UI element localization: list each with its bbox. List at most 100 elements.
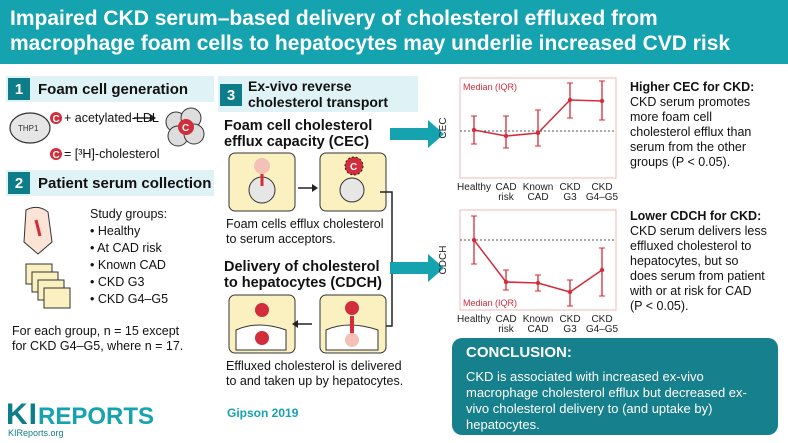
x-tick-label: Healthy (457, 182, 491, 193)
cec-arrow-icon (390, 120, 444, 148)
median-point (535, 280, 541, 286)
thp1-label: THP1 (18, 124, 39, 133)
x-tick-label: Known (523, 314, 554, 325)
finding-line: cholesterol efflux than (630, 125, 752, 139)
group-item: Healthy (90, 223, 168, 240)
median-iqr-label: Median (IQR) (463, 82, 517, 92)
citation: Gipson 2019 (227, 406, 299, 420)
x-tick-label: risk (498, 192, 515, 203)
median-point (471, 237, 477, 243)
section-1-header: 1 Foam cell generation (6, 76, 214, 102)
cdch-title-line-1: Delivery of cholesterol (224, 259, 380, 275)
cdch-desc-line-2: to and taken up by hepatocytes. (226, 374, 404, 388)
cdch-desc-line-1: Effluxed cholesterol is delivered (226, 359, 402, 373)
ki-reports-logo: KIREPORTS KIReports.org (6, 398, 154, 438)
group-item: CKD G3 (90, 274, 168, 291)
higher-cec-finding: Higher CEC for CKD: CKD serum promotes m… (630, 80, 786, 170)
median-point (503, 279, 509, 285)
finding-line: with or at risk for CAD (630, 284, 752, 298)
n-note-line-1: For each group, n = 15 except (12, 324, 180, 338)
x-tick-label: G4–G5 (586, 324, 619, 335)
section-2-number: 2 (8, 172, 30, 194)
median-point (471, 127, 477, 133)
study-groups-heading: Study groups: (90, 207, 168, 221)
cec-title-line-1: Foam cell cholesterol (224, 118, 373, 134)
y-axis-label: CEC (438, 117, 449, 138)
svg-text:C: C (53, 150, 60, 161)
median-point (599, 98, 605, 104)
group-item: CKD G4–G5 (90, 291, 168, 308)
x-tick-label: CAD (495, 182, 516, 193)
cholesterol-legend-icon (50, 148, 62, 160)
conclusion-body: CKD is associated with increased ex-vivo… (466, 369, 747, 432)
median-point (535, 130, 541, 136)
group-item: At CAD risk (90, 240, 168, 257)
x-tick-label: CAD (527, 192, 548, 203)
cholesterol-legend-label: = [³H]-cholesterol (64, 147, 160, 161)
page-title: Impaired CKD serum–based delivery of cho… (10, 7, 731, 55)
finding-line: more foam cell (630, 110, 712, 124)
finding-line: CKD serum delivers less (630, 224, 767, 238)
svg-text:C: C (182, 123, 189, 134)
x-tick-label: CKD (559, 182, 580, 193)
conclusion-title: CONCLUSION: (466, 344, 572, 361)
x-tick-label: CAD (527, 324, 548, 335)
x-tick-label: CKD (591, 314, 612, 325)
plot-frame (459, 209, 617, 311)
serum-collection-illustration (23, 206, 71, 309)
section-1-title: Foam cell generation (38, 80, 189, 98)
logo-reports: REPORTS (38, 403, 155, 430)
x-tick-label: Healthy (457, 314, 491, 325)
cdch-illustration (228, 294, 387, 354)
serum-tubes-icon (25, 263, 71, 309)
finding-line: effluxed cholesterol to (630, 239, 752, 253)
median-point (567, 97, 573, 103)
lower-cdch-title: Lower CDCH for CKD: (630, 209, 762, 223)
study-groups-list: Healthy At CAD risk Known CAD CKD G3 CKD… (90, 223, 168, 308)
acetylated-ldl-label: + acetylated-LDL (64, 111, 159, 125)
section-3-number: 3 (220, 84, 242, 106)
foam-cell-icon: C (165, 107, 205, 147)
cec-title: Foam cell cholesterol efflux capacity (C… (224, 118, 372, 150)
svg-text:C: C (350, 162, 357, 173)
finding-line: does serum from patient (630, 269, 765, 283)
lower-cdch-finding: Lower CDCH for CKD: CKD serum delivers l… (630, 209, 786, 314)
x-tick-label: risk (498, 324, 515, 335)
x-tick-label: G3 (563, 324, 577, 335)
thp1-cell-icon (9, 112, 51, 144)
logo-url: KIReports.org (8, 428, 64, 438)
n-note-line-2: for CKD G4–G5, where n = 17. (12, 339, 184, 353)
finding-line: serum from the other (630, 140, 747, 154)
svg-text:C: C (53, 114, 60, 125)
section-2-title: Patient serum collection (38, 174, 212, 192)
x-tick-label: CAD (495, 314, 516, 325)
section-3-title-line-2: cholesterol transport (248, 94, 389, 110)
cholesterol-c-icon (50, 112, 62, 124)
x-tick-label: Known (523, 182, 554, 193)
section-3-title-line-1: Ex-vivo reverse (248, 78, 352, 94)
finding-line: CKD serum promotes (630, 95, 751, 109)
conclusion-box: CONCLUSION: CKD is associated with incre… (452, 338, 778, 435)
finding-line: hepatocytes, but so (630, 254, 739, 268)
section-3-header: 3 Ex-vivo reverse cholesterol transport (218, 76, 418, 112)
x-tick-label: CKD (591, 182, 612, 193)
x-tick-label: CKD (559, 314, 580, 325)
group-item: Known CAD (90, 257, 168, 274)
chart-arrows (390, 120, 444, 282)
study-groups: Study groups: Healthy At CAD risk Known … (90, 207, 168, 308)
logo-ki: KI (6, 398, 38, 431)
x-tick-label: G3 (563, 192, 577, 203)
section-1-number: 1 (8, 78, 30, 100)
higher-cec-title: Higher CEC for CKD: (630, 80, 755, 94)
median-point (599, 267, 605, 273)
cec-desc-line-1: Foam cells efflux cholesterol (226, 217, 384, 231)
title-banner (0, 0, 788, 64)
cdch-title-line-2: to hepatocytes (CDCH) (224, 275, 382, 291)
cdch-arrow-icon (390, 254, 444, 282)
y-axis-label: CDCH (438, 246, 449, 275)
median-point (567, 289, 573, 295)
cec-title-line-2: efflux capacity (CEC) (224, 134, 370, 150)
finding-line: (P < 0.05). (630, 299, 689, 313)
